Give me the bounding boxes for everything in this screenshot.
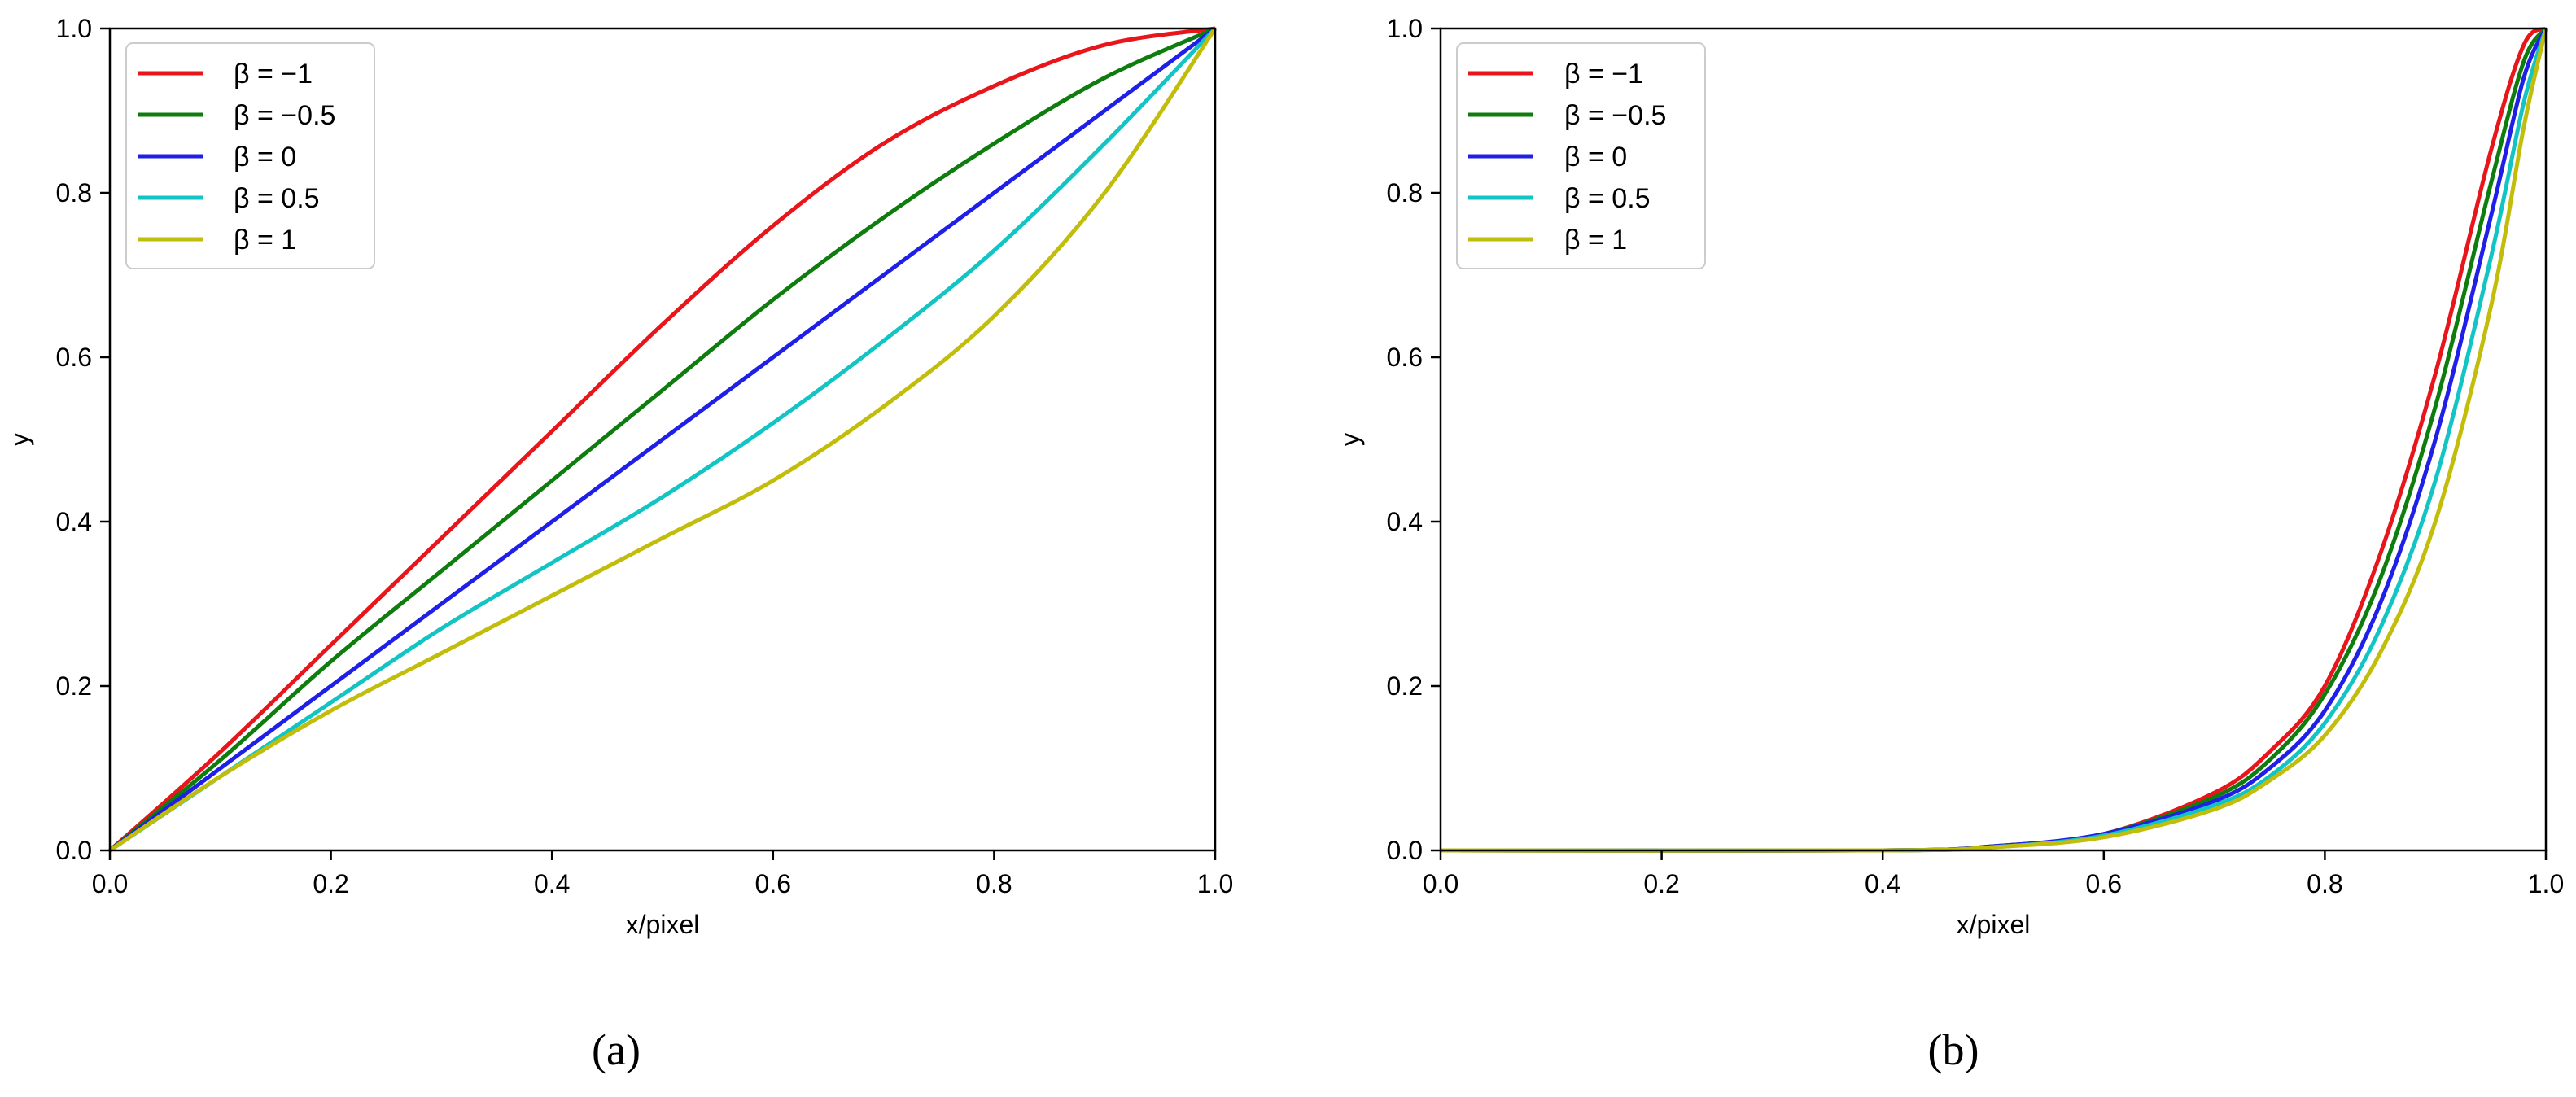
x-tick-label: 1.0 [2528, 869, 2564, 898]
x-tick-label: 0.2 [1643, 869, 1679, 898]
x-tick-label: 1.0 [1197, 869, 1233, 898]
legend: β = −1 β = −0.5 β = 0 β = 0.5 β = 1 [125, 42, 375, 269]
x-axis-label: x/pixel [626, 910, 700, 939]
legend-entry: β = 0 [234, 142, 296, 173]
series-line-4 [108, 27, 1218, 853]
legend-entry: β = −0.5 [234, 100, 335, 131]
legend-entry: β = 1 [1564, 225, 1627, 256]
series-line-1 [108, 26, 1217, 852]
y-tick-label: 0.6 [56, 343, 92, 372]
x-axis-label: x/pixel [1957, 910, 2031, 939]
plot-frame [1439, 27, 2548, 852]
x-tick-label: 0.2 [313, 869, 348, 898]
legend-entry: β = 0 [1564, 142, 1627, 173]
y-tick-label: 0.4 [1387, 507, 1423, 536]
legend-entry: β = 0.5 [234, 183, 320, 214]
y-tick-label: 1.0 [1387, 14, 1423, 43]
legend-entry: β = −0.5 [1564, 100, 1666, 131]
y-tick-label: 1.0 [56, 14, 92, 43]
legend-entry: β = −1 [1564, 59, 1643, 90]
legend-entry: β = −1 [234, 59, 313, 90]
y-tick-label: 0.4 [56, 507, 92, 536]
y-tick-label: 0.2 [56, 671, 92, 701]
x-tick-label: 0.0 [1423, 869, 1459, 898]
chart-panel-a: 0.0 0.2 0.4 0.6 0.8 1.0 0.0 0.2 0.4 0.6 0.8 1.0 x/pi… [5, 14, 1233, 939]
y-tick-label: 0.6 [1387, 343, 1423, 372]
x-tick-label: 0.4 [1865, 869, 1900, 898]
x-tick-label: 0.6 [755, 869, 791, 898]
legend-entry: β = 1 [234, 225, 296, 256]
x-tick-label: 0.0 [92, 869, 128, 898]
y-axis-label: y [5, 433, 34, 446]
x-tick-label: 0.8 [2307, 869, 2342, 898]
y-tick-label: 0.2 [1387, 671, 1423, 701]
plot-frame [108, 27, 1217, 852]
y-tick-label: 0.0 [56, 836, 92, 865]
panel-label: (a) [592, 1025, 641, 1074]
legend-box [125, 42, 375, 269]
legend: β = −1 β = −0.5 β = 0 β = 0.5 β = 1 [1456, 42, 1706, 269]
series-line-3 [108, 27, 1217, 853]
y-tick-label: 0.8 [56, 178, 92, 208]
legend-entry: β = 0.5 [1564, 183, 1651, 214]
y-tick-label: 0.0 [1387, 836, 1423, 865]
y-axis-label: y [1336, 433, 1365, 446]
legend-box [1456, 42, 1706, 269]
y-tick-label: 0.8 [1387, 178, 1423, 208]
chart-panel-b: 0.0 0.2 0.4 0.6 0.8 1.0 0.0 0.2 0.4 0.6 0.8 1.0 x/pi… [1336, 14, 2564, 939]
x-tick-label: 0.6 [2086, 869, 2122, 898]
x-tick-label: 0.4 [534, 869, 570, 898]
x-tick-label: 0.8 [976, 869, 1012, 898]
panel-label: (b) [1928, 1025, 1979, 1074]
series-line-2 [108, 26, 1217, 853]
series-line-0 [108, 26, 1216, 852]
